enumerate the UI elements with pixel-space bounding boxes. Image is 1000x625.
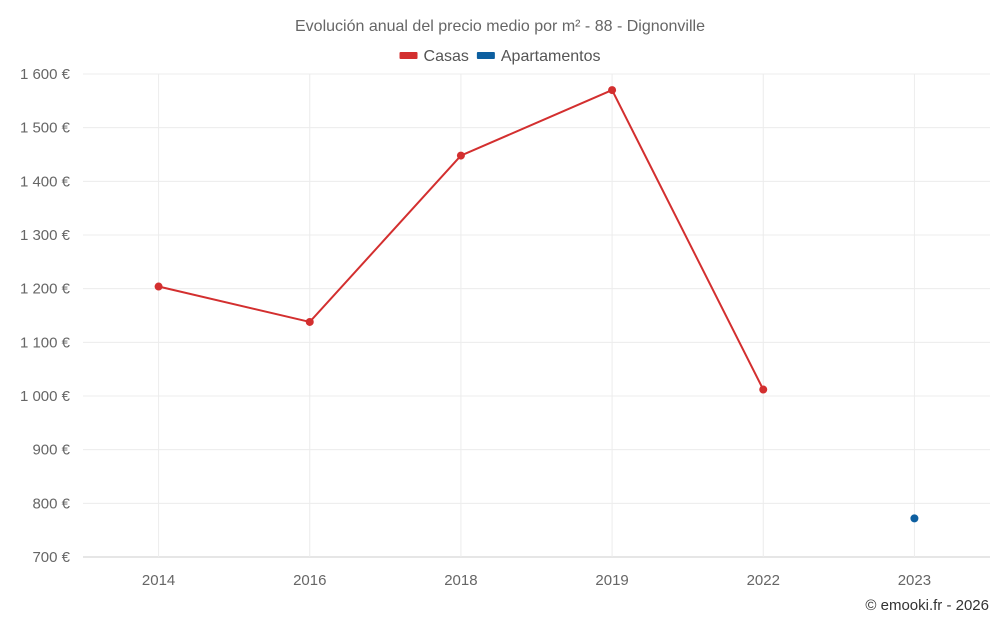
chart-credit: © emooki.fr - 2026 [865, 597, 989, 614]
series-0 [154, 86, 768, 394]
legend-label[interactable]: Apartamentos [501, 48, 601, 65]
data-point[interactable] [456, 151, 465, 160]
y-tick-label: 1 200 € [20, 281, 71, 298]
legend-label[interactable]: Casas [424, 48, 469, 65]
y-tick-label: 700 € [32, 549, 70, 566]
legend-swatch[interactable] [399, 52, 418, 59]
x-tick-label: 2019 [595, 572, 628, 589]
y-tick-label: 1 500 € [20, 120, 71, 137]
x-tick-label: 2014 [142, 572, 175, 589]
y-tick-label: 900 € [32, 442, 70, 459]
y-tick-label: 1 600 € [20, 66, 71, 83]
x-tick-label: 2023 [898, 572, 931, 589]
y-tick-label: 1 100 € [20, 334, 71, 351]
chart-title: Evolución anual del precio medio por m² … [295, 18, 705, 35]
series-layer [154, 86, 919, 523]
data-point[interactable] [910, 514, 919, 523]
y-axis: 700 € 800 € 900 € 1 000 € 1 100 € 1 200 € 1 30… [20, 66, 71, 566]
x-tick-label: 2016 [293, 572, 326, 589]
series-1 [910, 514, 919, 523]
x-axis: 2014 2016 2018 2019 2022 2023 [142, 572, 931, 589]
y-tick-label: 1 300 € [20, 227, 71, 244]
x-tick-label: 2018 [444, 572, 477, 589]
legend-swatch[interactable] [476, 52, 495, 59]
y-tick-label: 800 € [32, 495, 70, 512]
y-tick-label: 1 400 € [20, 173, 71, 190]
data-point[interactable] [305, 317, 314, 326]
y-tick-label: 1 000 € [20, 388, 71, 405]
data-point[interactable] [759, 385, 768, 394]
x-tick-label: 2022 [747, 572, 780, 589]
data-point[interactable] [608, 86, 617, 95]
legend: Casas Apartamentos [399, 48, 601, 65]
data-point[interactable] [154, 282, 163, 291]
grid [83, 73, 990, 558]
